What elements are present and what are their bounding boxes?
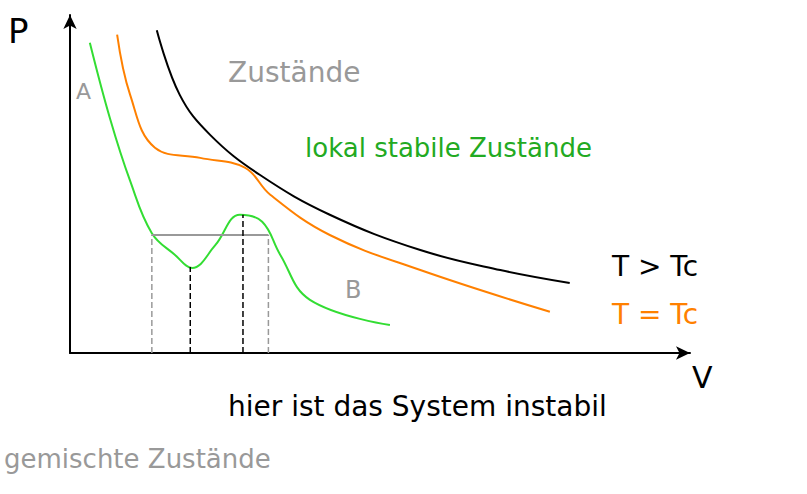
svg-text:hier ist das System instabil: hier ist das System instabil (228, 390, 607, 423)
svg-text:gemischte Zustände: gemischte Zustände (4, 444, 271, 474)
svg-text:T = Tc: T = Tc (611, 298, 698, 331)
svg-text:Zustände: Zustände (228, 56, 360, 89)
svg-text:T > Tc: T > Tc (611, 250, 698, 283)
svg-text:P: P (8, 11, 29, 51)
svg-text:V: V (692, 360, 713, 395)
svg-text:B: B (345, 276, 361, 304)
svg-text:A: A (76, 79, 91, 104)
svg-text:lokal stabile Zustände: lokal stabile Zustände (305, 133, 592, 163)
